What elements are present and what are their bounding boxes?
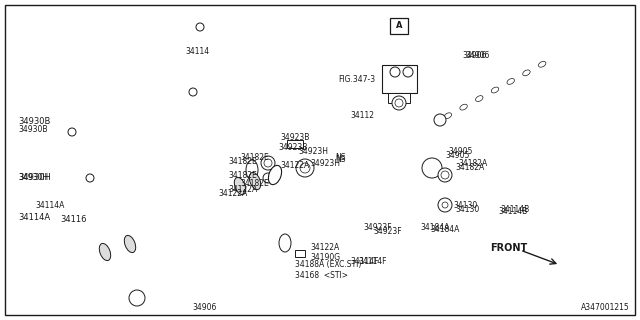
Text: 34930H: 34930H: [18, 173, 51, 182]
Text: 34182E: 34182E: [228, 157, 257, 166]
Text: 34114B: 34114B: [498, 207, 527, 217]
Text: 34130: 34130: [455, 205, 479, 214]
Text: 34184A: 34184A: [430, 226, 460, 235]
Text: 34184A: 34184A: [420, 223, 449, 233]
Circle shape: [434, 114, 446, 126]
Text: FRONT: FRONT: [490, 243, 527, 253]
Ellipse shape: [99, 244, 111, 260]
Text: 34930H: 34930H: [18, 173, 48, 182]
Circle shape: [390, 67, 400, 77]
Circle shape: [296, 159, 314, 177]
Text: 34168  <STI>: 34168 <STI>: [295, 271, 348, 281]
Text: 34114: 34114: [185, 47, 209, 57]
Text: 34930B: 34930B: [18, 117, 51, 126]
Circle shape: [438, 168, 452, 182]
Text: 34122A: 34122A: [310, 244, 339, 252]
Ellipse shape: [492, 87, 499, 93]
Text: 34923F: 34923F: [373, 228, 402, 236]
Polygon shape: [90, 178, 270, 256]
Text: 34122A: 34122A: [280, 161, 309, 170]
Text: 34188A (EXC.STI): 34188A (EXC.STI): [295, 260, 362, 269]
Text: 34182E: 34182E: [240, 179, 269, 188]
Text: NS: NS: [335, 156, 346, 164]
Ellipse shape: [507, 78, 515, 84]
Bar: [390, 18, 408, 34]
Bar: [287, 140, 303, 148]
Circle shape: [442, 202, 448, 208]
Ellipse shape: [523, 70, 530, 76]
Ellipse shape: [476, 96, 483, 101]
Text: 34182E: 34182E: [240, 154, 269, 163]
Circle shape: [189, 88, 197, 96]
Text: 34122A: 34122A: [228, 186, 257, 195]
Text: 34905: 34905: [448, 148, 472, 156]
Ellipse shape: [279, 234, 291, 252]
Ellipse shape: [268, 165, 282, 185]
Text: A347001215: A347001215: [581, 303, 630, 312]
Ellipse shape: [444, 113, 452, 119]
Text: 34114A: 34114A: [18, 213, 50, 222]
Text: 34190G: 34190G: [310, 253, 340, 262]
Text: 34923H: 34923H: [310, 158, 340, 167]
Circle shape: [263, 173, 273, 183]
Text: 34114F: 34114F: [350, 258, 378, 267]
Bar: [295, 250, 305, 257]
Text: 34905: 34905: [445, 150, 469, 159]
Text: 34122A: 34122A: [218, 188, 247, 197]
Polygon shape: [140, 270, 250, 306]
Text: 34906: 34906: [462, 51, 486, 60]
Ellipse shape: [460, 104, 467, 110]
Ellipse shape: [250, 172, 260, 189]
Circle shape: [441, 171, 449, 179]
Text: 34930B: 34930B: [18, 125, 47, 134]
Text: 34923B: 34923B: [280, 133, 309, 142]
Circle shape: [261, 156, 275, 170]
Circle shape: [68, 128, 76, 136]
Circle shape: [86, 174, 94, 182]
Text: 34130: 34130: [453, 201, 477, 210]
Text: 34923F: 34923F: [363, 223, 392, 233]
Text: 34906: 34906: [465, 51, 490, 60]
Circle shape: [196, 23, 204, 31]
Ellipse shape: [234, 177, 246, 195]
Bar: [382, 65, 417, 93]
Text: 34114A: 34114A: [35, 201, 65, 210]
Ellipse shape: [124, 236, 136, 252]
Text: 34112: 34112: [350, 110, 374, 119]
Text: 34114B: 34114B: [500, 205, 529, 214]
Polygon shape: [175, 258, 290, 294]
Text: 34114F: 34114F: [358, 258, 387, 267]
Text: 34923B: 34923B: [278, 143, 307, 153]
Text: FIG.347-3: FIG.347-3: [338, 76, 375, 84]
Ellipse shape: [538, 61, 546, 67]
Text: 34906: 34906: [193, 303, 217, 313]
Circle shape: [300, 163, 310, 173]
Circle shape: [438, 198, 452, 212]
Circle shape: [129, 290, 145, 306]
Text: 34182E: 34182E: [228, 172, 257, 180]
Circle shape: [422, 158, 442, 178]
Circle shape: [264, 159, 272, 167]
Text: A: A: [396, 21, 403, 30]
Polygon shape: [30, 170, 285, 265]
Bar: [388, 93, 410, 103]
Text: 34182A: 34182A: [458, 158, 487, 167]
Text: 34116: 34116: [60, 215, 86, 225]
Circle shape: [392, 96, 406, 110]
Circle shape: [395, 99, 403, 107]
Ellipse shape: [246, 160, 258, 180]
Text: NS: NS: [335, 154, 346, 163]
Text: 34182A: 34182A: [455, 164, 484, 172]
Text: 34923H: 34923H: [298, 148, 328, 156]
Circle shape: [403, 67, 413, 77]
